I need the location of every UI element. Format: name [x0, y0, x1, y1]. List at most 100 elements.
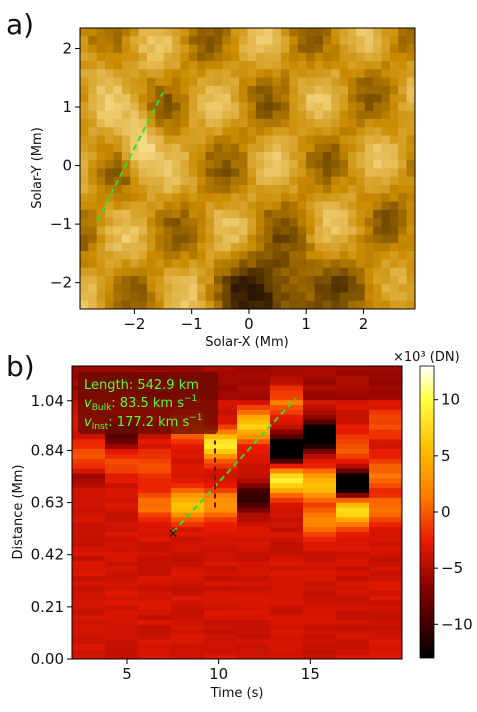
heatmap-cell: [105, 580, 139, 587]
heatmap-cell: [171, 541, 205, 548]
heatmap-cell: [272, 44, 282, 54]
heatmap-cell: [230, 218, 240, 227]
heatmap-cell: [389, 242, 399, 252]
heatmap-cell: [369, 405, 402, 411]
heatmap-cell: [297, 44, 307, 54]
heatmap-cell: [105, 556, 139, 562]
heatmap-cell: [180, 209, 190, 219]
heatmap-cell: [121, 127, 131, 137]
heatmap-cell: [297, 226, 307, 236]
heatmap-cell: [264, 226, 274, 236]
heatmap-cell: [364, 102, 374, 112]
heatmap-cell: [204, 400, 238, 406]
heatmap-cell: [105, 473, 139, 479]
heatmap-cell: [289, 69, 299, 79]
heatmap-cell: [172, 176, 182, 186]
heatmap-cell: [155, 52, 165, 62]
heatmap-cell: [237, 600, 271, 606]
heatmap-cell: [289, 251, 299, 261]
heatmap-cell: [197, 209, 207, 219]
heatmap-cell: [214, 85, 223, 95]
heatmap-cell: [281, 176, 290, 186]
heatmap-cell: [289, 242, 299, 252]
heatmap-cell: [96, 52, 106, 62]
heatmap-cell: [205, 176, 215, 186]
heatmap-cell: [289, 143, 299, 153]
heatmap-cell: [255, 218, 265, 227]
heatmap-cell: [272, 77, 282, 87]
heatmap-cell: [356, 61, 366, 70]
heatmap-cell: [88, 118, 98, 128]
heatmap-cell: [270, 385, 304, 392]
heatmap-cell: [348, 242, 357, 252]
heatmap-cell: [255, 292, 265, 302]
heatmap-cell: [322, 251, 332, 261]
heatmap-cell: [239, 185, 249, 194]
heatmap-cell: [369, 414, 402, 421]
heatmap-cell: [314, 209, 324, 219]
heatmap-cell: [113, 44, 123, 54]
heatmap-cell: [204, 453, 238, 460]
heatmap-cell: [373, 69, 383, 79]
heatmap-cell: [303, 654, 337, 659]
heatmap-cell: [270, 370, 304, 377]
heatmap-cell: [147, 61, 156, 70]
heatmap-cell: [348, 259, 357, 269]
heatmap-cell: [180, 69, 190, 79]
heatmap-cell: [113, 209, 123, 219]
heatmap-cell: [72, 512, 106, 518]
heatmap-cell: [105, 85, 115, 95]
heatmap-cell: [247, 28, 257, 37]
heatmap-cell: [322, 127, 332, 137]
heatmap-cell: [205, 110, 215, 120]
heatmap-cell: [237, 395, 271, 401]
heatmap-cell: [389, 52, 399, 62]
heatmap-cell: [239, 118, 249, 128]
heatmap-cell: [204, 546, 238, 553]
heatmap-cell: [171, 536, 205, 543]
heatmap-cell: [113, 28, 123, 37]
heatmap-cell: [163, 94, 173, 103]
heatmap-cell: [264, 135, 274, 145]
panel-b-x-axis-label: Time (s): [210, 686, 264, 701]
heatmap-cell: [72, 629, 106, 636]
heatmap-cell: [369, 517, 402, 523]
heatmap-cell: [356, 110, 366, 120]
heatmap-cell: [381, 36, 391, 46]
heatmap-cell: [281, 251, 290, 261]
heatmap-cell: [339, 201, 349, 211]
heatmap-cell: [105, 527, 139, 533]
heatmap-cell: [264, 275, 274, 285]
heatmap-cell: [105, 127, 115, 137]
heatmap-cell: [188, 209, 198, 219]
heatmap-cell: [80, 36, 89, 46]
heatmap-cell: [239, 292, 249, 302]
heatmap-cell: [264, 44, 274, 54]
heatmap-cell: [336, 649, 370, 655]
heatmap-cell: [314, 44, 324, 54]
heatmap-cell: [381, 52, 391, 62]
heatmap-cell: [314, 176, 324, 186]
heatmap-cell: [80, 267, 89, 277]
heatmap-cell: [289, 44, 299, 54]
heatmap-cell: [163, 292, 173, 302]
heatmap-cell: [155, 135, 165, 145]
heatmap-cell: [204, 502, 238, 509]
heatmap-cell: [171, 600, 205, 606]
heatmap-cell: [80, 300, 89, 309]
heatmap-cell: [121, 275, 131, 285]
heatmap-cell: [398, 127, 408, 137]
heatmap-cell: [105, 654, 139, 659]
heatmap-cell: [303, 571, 337, 577]
heatmap-cell: [72, 536, 106, 543]
heatmap-cell: [138, 624, 172, 631]
heatmap-cell: [180, 102, 190, 112]
heatmap-cell: [96, 209, 106, 219]
heatmap-cell: [289, 209, 299, 219]
heatmap-cell: [306, 242, 316, 252]
heatmap-cell: [389, 259, 399, 269]
heatmap-cell: [105, 267, 115, 277]
heatmap-cell: [138, 649, 172, 655]
heatmap-cell: [281, 77, 290, 87]
heatmap-cell: [281, 28, 290, 37]
